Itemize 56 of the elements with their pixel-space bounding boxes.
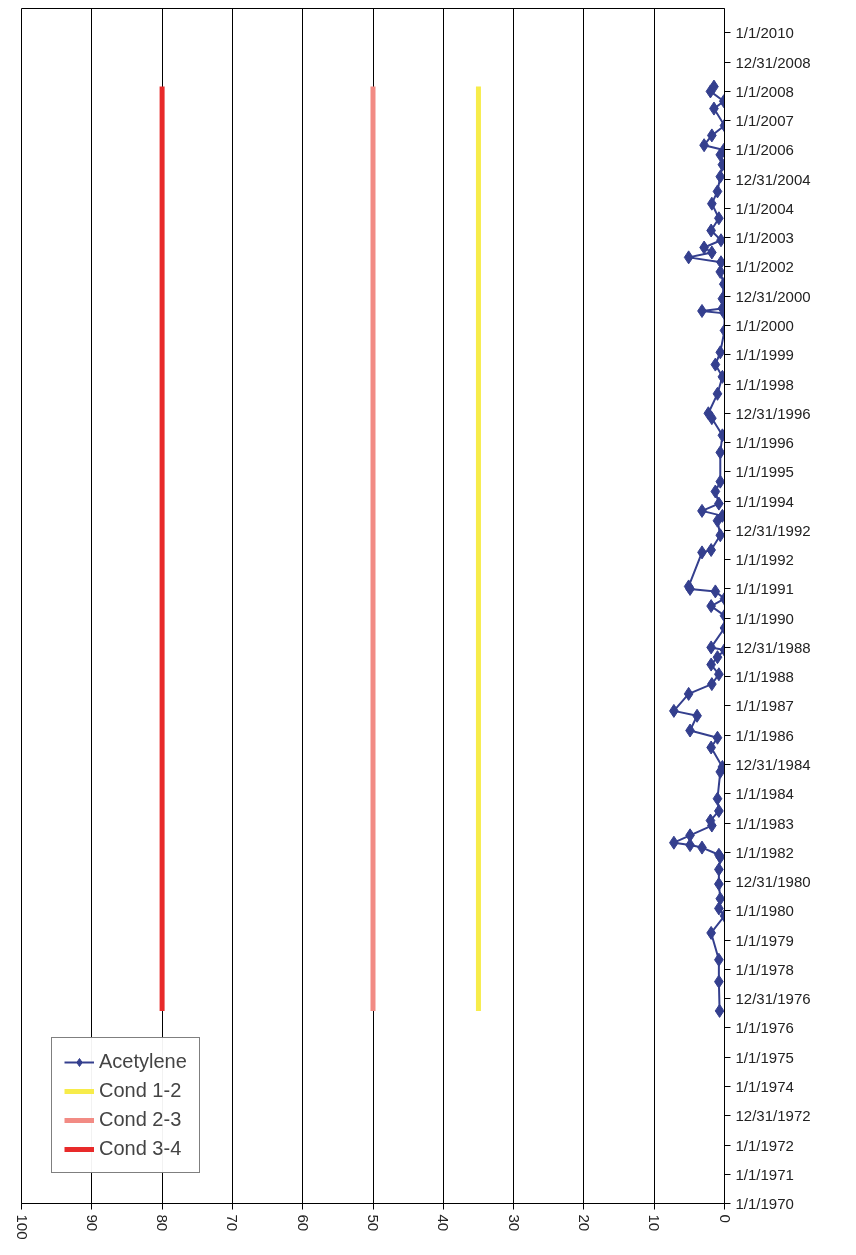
x-tick-label: 70 (224, 1214, 242, 1232)
y-tick-label: 1/1/1978 (735, 960, 794, 978)
y-tick-label: 1/1/1979 (735, 931, 794, 949)
x-tick-label: 30 (505, 1214, 523, 1232)
y-tick-label: 1/1/2006 (735, 141, 794, 159)
y-tick-label: 1/1/1972 (735, 1136, 794, 1154)
y-tick-label: 1/1/1988 (735, 668, 794, 686)
y-tick-label: 1/1/1974 (735, 1077, 794, 1095)
y-tick-label: 12/31/1976 (735, 990, 811, 1008)
y-tick-label: 1/1/1991 (735, 580, 794, 598)
y-tick-label: 12/31/1972 (735, 1107, 811, 1125)
y-tick-label: 12/31/2000 (735, 287, 811, 305)
y-tick-label: 1/1/2002 (735, 258, 794, 276)
y-tick-label: 1/1/2003 (735, 229, 794, 247)
y-tick-label: 1/1/2007 (735, 112, 794, 130)
y-tick-label: 1/1/1990 (735, 609, 794, 627)
y-tick-label: 12/31/2004 (735, 170, 811, 188)
x-tick-label: 80 (154, 1214, 172, 1232)
y-tick-label: 12/31/1984 (735, 756, 811, 774)
y-tick-label: 1/1/1992 (735, 551, 794, 569)
x-tick-label: 0 (716, 1214, 734, 1223)
x-tick-label: 10 (646, 1214, 664, 1232)
y-tick-label: 1/1/1980 (735, 902, 794, 920)
x-tick-label: 50 (365, 1214, 382, 1232)
y-tick-label: 12/31/1980 (735, 873, 811, 891)
y-tick-label: 1/1/1998 (735, 375, 794, 393)
y-tick-label: 1/1/1994 (735, 492, 794, 510)
y-tick-label: 1/1/1975 (735, 1048, 794, 1066)
y-tick-label: 1/1/1999 (735, 346, 794, 364)
y-tick-label: 1/1/1995 (735, 463, 794, 481)
y-tick-label: 1/1/2004 (735, 199, 794, 217)
y-tick-label: 1/1/1970 (735, 1195, 794, 1212)
x-tick-label: 40 (435, 1214, 453, 1232)
y-tick-label: 1/1/1976 (735, 1019, 794, 1037)
y-tick-label: 12/31/1988 (735, 639, 811, 657)
x-tick-label: 60 (294, 1214, 312, 1232)
legend-label: Acetylene (99, 1050, 187, 1073)
y-tick-label: 1/1/1987 (735, 697, 794, 715)
y-tick-label: 12/31/1996 (735, 404, 811, 422)
y-tick-label: 1/1/1983 (735, 814, 794, 832)
legend-label: Cond 2-3 (99, 1108, 182, 1131)
x-tick-label: 100 (13, 1214, 31, 1240)
legend-label: Cond 3-4 (99, 1137, 182, 1160)
y-tick-label: 12/31/1992 (735, 521, 811, 539)
y-tick-label: 1/1/1996 (735, 434, 794, 452)
y-tick-label: 1/1/2008 (735, 82, 794, 100)
y-tick-label: 1/1/2010 (735, 24, 794, 42)
y-tick-label: 1/1/1971 (735, 1165, 794, 1183)
x-tick-label: 90 (83, 1214, 101, 1232)
y-tick-label: 1/1/1982 (735, 843, 794, 861)
y-tick-label: 1/1/1986 (735, 726, 794, 744)
y-tick-label: 1/1/2000 (735, 317, 794, 335)
x-tick-label: 20 (575, 1214, 593, 1232)
y-tick-label: 12/31/2008 (735, 53, 811, 71)
legend-label: Cond 1-2 (99, 1079, 182, 1102)
y-tick-label: 1/1/1984 (735, 785, 794, 803)
